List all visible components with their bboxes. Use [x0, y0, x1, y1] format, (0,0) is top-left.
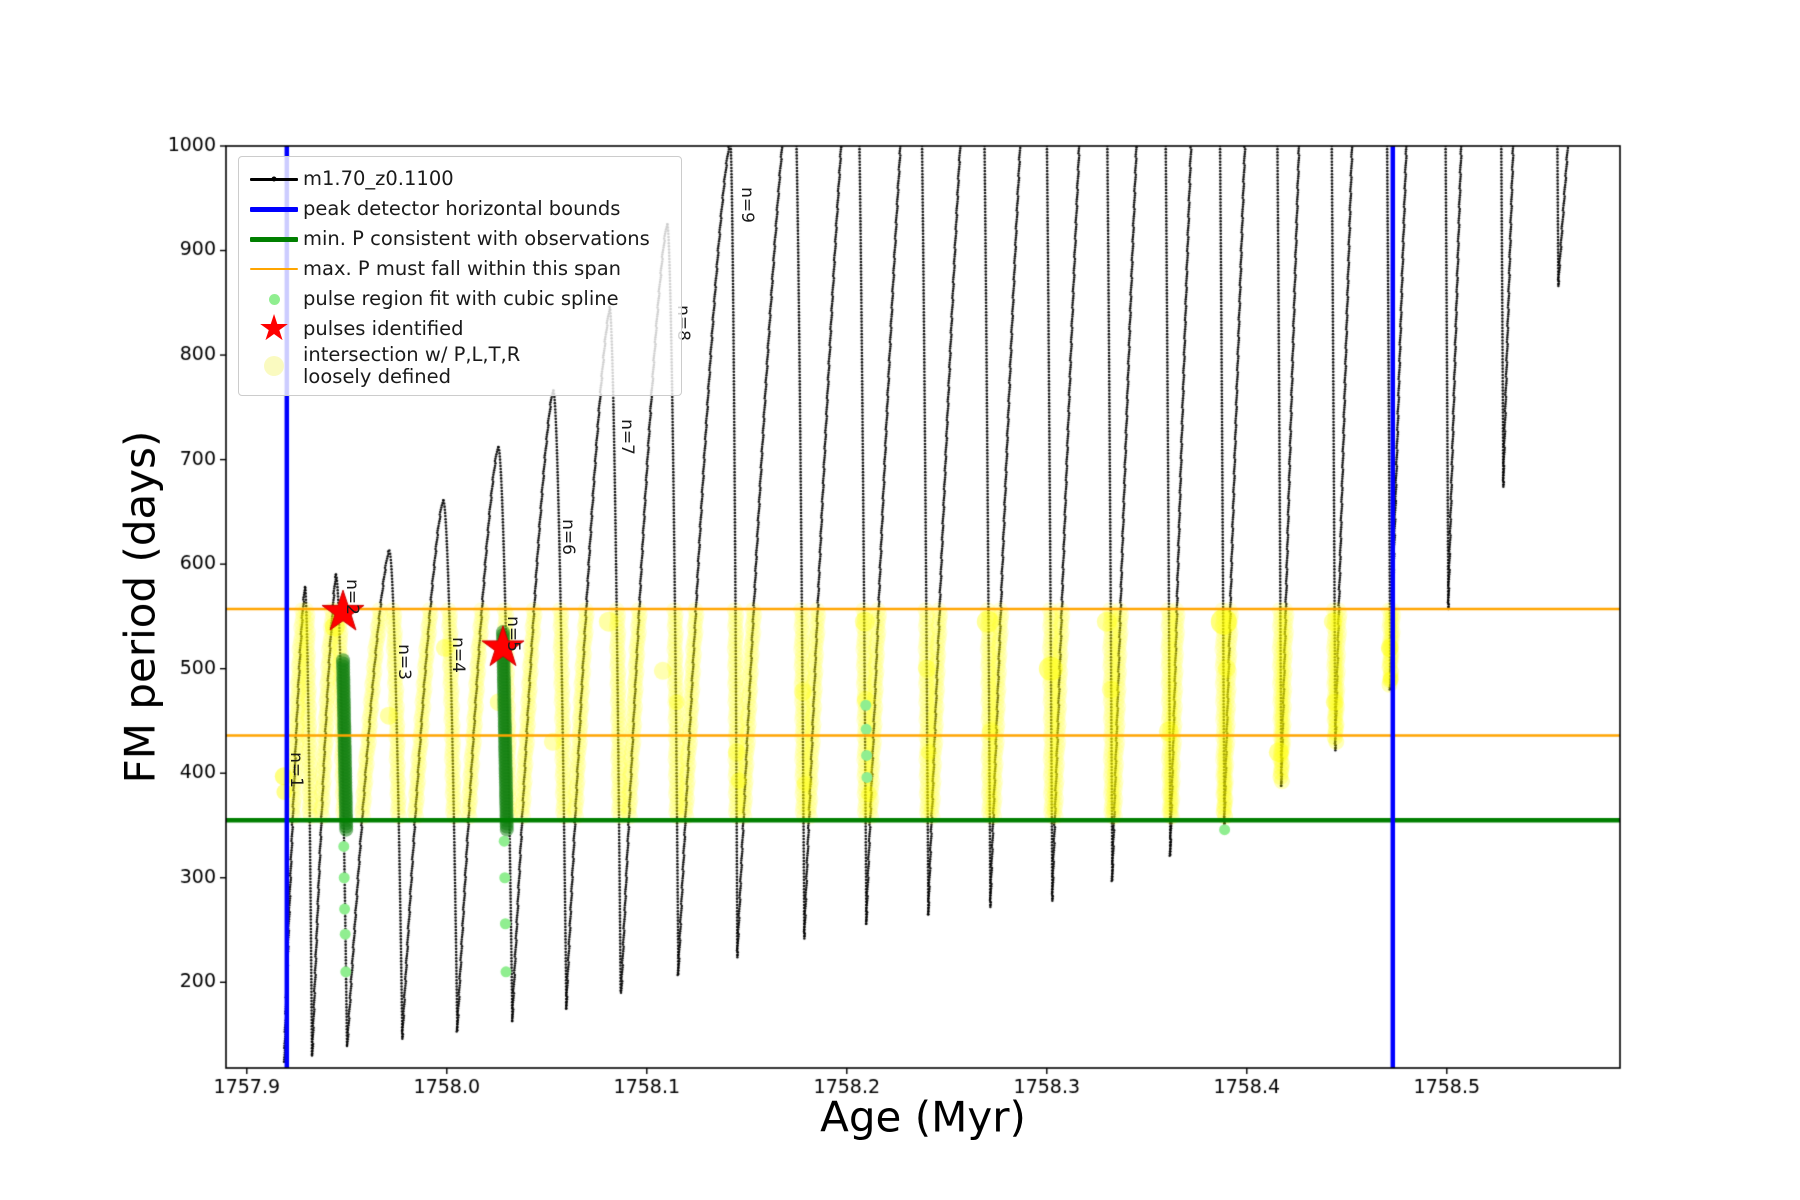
n-label: n=1 — [286, 752, 306, 788]
legend-label: pulses identified — [303, 317, 464, 341]
legend-item-pulse-region: pulse region fit with cubic spline — [245, 284, 671, 314]
n-label: n=4 — [448, 637, 468, 673]
legend-item-max-p: max. P must fall within this span — [245, 254, 671, 284]
legend-item-peak-bounds: peak detector horizontal bounds — [245, 194, 671, 224]
legend-label: intersection w/ P,L,T,R loosely defined — [303, 343, 521, 388]
legend-label: min. P consistent with observations — [303, 227, 650, 251]
legend-item-track: m1.70_z0.1100 — [245, 164, 671, 194]
n-label: n=9 — [737, 186, 757, 223]
legend-label: max. P must fall within this span — [303, 257, 622, 281]
green-line-icon — [245, 236, 303, 242]
legend-label: m1.70_z0.1100 — [303, 167, 454, 191]
yellow-dot-icon — [245, 355, 303, 376]
legend-item-intersection: intersection w/ P,L,T,R loosely defined — [245, 344, 671, 388]
blue-line-icon — [245, 206, 303, 212]
legend: m1.70_z0.1100 peak detector horizontal b… — [238, 156, 682, 396]
n-label: n=5 — [503, 616, 523, 653]
legend-item-pulses-identified: ★ pulses identified — [245, 308, 671, 349]
y-axis-label: FM period (days) — [115, 430, 165, 784]
legend-item-min-p: min. P consistent with observations — [245, 224, 671, 254]
n-label: n=6 — [558, 519, 578, 555]
legend-label: pulse region fit with cubic spline — [303, 287, 619, 311]
n-label: n=3 — [394, 644, 414, 681]
orange-line-icon — [245, 267, 303, 271]
track-line-icon — [245, 176, 303, 182]
green-dot-icon — [245, 293, 303, 305]
n-label: n=7 — [617, 418, 637, 455]
red-star-icon: ★ — [257, 308, 291, 349]
x-axis-label: Age (Myr) — [820, 1092, 1026, 1142]
n-label: n=2 — [342, 578, 362, 615]
legend-label: peak detector horizontal bounds — [303, 197, 621, 221]
